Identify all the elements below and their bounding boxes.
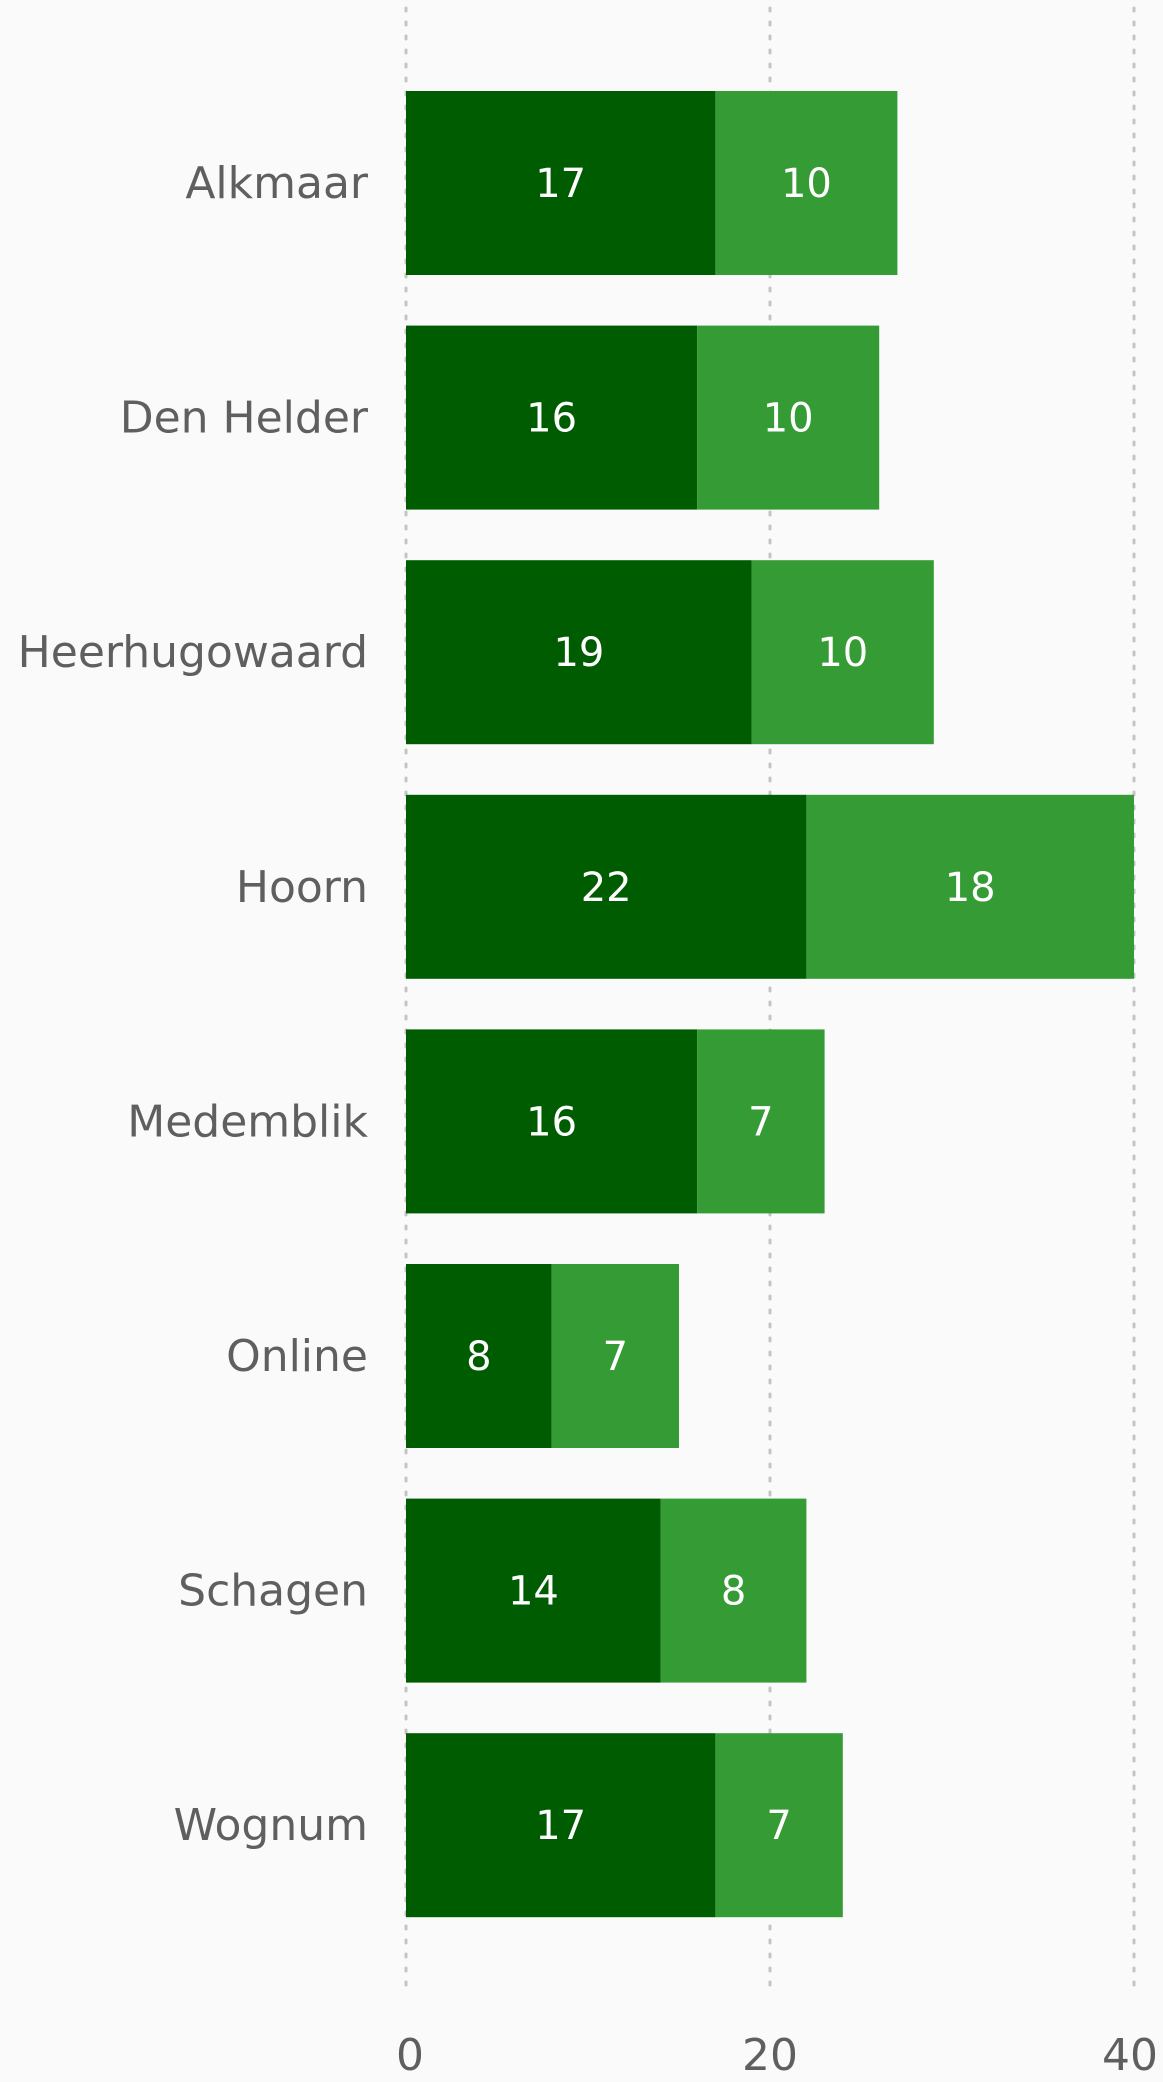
bar-segment xyxy=(806,794,1134,979)
bar-value-label: 18 xyxy=(945,865,996,911)
bar-value-label: 7 xyxy=(748,1099,773,1145)
bar-segment xyxy=(551,1264,679,1448)
bar-segment xyxy=(697,1029,825,1214)
bar-segment xyxy=(406,325,698,510)
category-label: Medemblik xyxy=(127,1096,368,1147)
bars xyxy=(406,91,1134,1918)
bar-value-label: 16 xyxy=(526,396,577,442)
bar-segment xyxy=(406,1029,698,1214)
bar-segment xyxy=(406,560,752,745)
bar-value-label: 7 xyxy=(603,1334,628,1380)
bar-segment xyxy=(406,1498,661,1683)
bar-value-label: 19 xyxy=(553,630,604,676)
bar-value-label: 14 xyxy=(508,1569,559,1615)
bar-segment xyxy=(406,91,716,275)
gridlines xyxy=(404,6,1136,1997)
category-label: Alkmaar xyxy=(185,158,369,209)
x-tick-label: 0 xyxy=(396,2030,424,2081)
category-label: Online xyxy=(226,1331,368,1382)
bar-value-label: 8 xyxy=(466,1334,491,1380)
category-labels: Alkmaar Den Helder Heerhugowaard Hoorn Medem… xyxy=(18,158,369,1851)
category-label: Den Helder xyxy=(120,393,369,444)
bar-value-label: 22 xyxy=(581,865,632,911)
bar-segment xyxy=(660,1498,807,1683)
bar-segment xyxy=(406,1264,552,1448)
bar-value-label: 8 xyxy=(721,1569,746,1615)
x-axis-ticks: 0 20 40 xyxy=(396,2030,1158,2081)
bar-segment xyxy=(715,1733,843,1918)
x-tick-label: 20 xyxy=(742,2030,798,2081)
data-labels: 17 10 16 10 19 10 22 18 16 7 8 7 14 8 17 7 xyxy=(466,161,996,1849)
bar-value-label: 10 xyxy=(781,161,832,207)
bar-value-label: 17 xyxy=(535,1803,586,1849)
category-label: Wognum xyxy=(174,1800,368,1851)
bar-segment xyxy=(406,1733,716,1918)
bar-value-label: 17 xyxy=(535,161,586,207)
bar-value-label: 10 xyxy=(763,396,814,442)
bar-segment xyxy=(697,325,880,510)
bar-value-label: 7 xyxy=(766,1803,791,1849)
category-label: Schagen xyxy=(178,1566,368,1617)
bar-segment xyxy=(715,91,898,275)
bar-segment xyxy=(406,794,807,979)
category-label: Hoorn xyxy=(236,862,368,913)
bar-segment xyxy=(751,560,934,745)
category-label: Heerhugowaard xyxy=(18,627,368,678)
x-tick-label: 40 xyxy=(1102,2030,1158,2081)
bar-value-label: 10 xyxy=(817,630,868,676)
bar-value-label: 16 xyxy=(526,1099,577,1145)
